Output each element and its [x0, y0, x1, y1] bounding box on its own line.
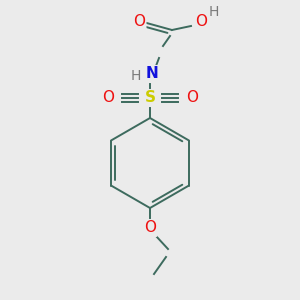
- Text: O: O: [102, 91, 114, 106]
- Text: O: O: [186, 91, 198, 106]
- Text: H: H: [209, 5, 219, 19]
- Text: O: O: [144, 220, 156, 236]
- Text: S: S: [145, 91, 155, 106]
- Text: N: N: [146, 67, 158, 82]
- Text: H: H: [131, 69, 141, 83]
- Text: O: O: [133, 14, 145, 29]
- Text: O: O: [195, 14, 207, 29]
